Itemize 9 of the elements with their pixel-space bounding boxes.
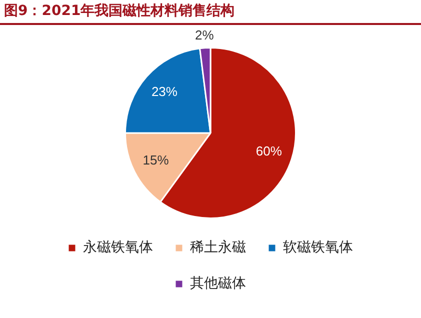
chart-title: 图9：2021年我国磁性材料销售结构 [3,2,236,21]
legend-label: 稀土永磁 [190,240,246,256]
data-label: 23% [151,84,178,99]
legend-label: 软磁铁氧体 [283,240,353,256]
data-label: 15% [142,152,170,168]
legend-label: 其他磁体 [190,276,246,292]
data-label: 2% [194,28,214,43]
data-label: 60% [256,144,282,159]
legend-label: 永磁铁氧体 [83,240,153,256]
